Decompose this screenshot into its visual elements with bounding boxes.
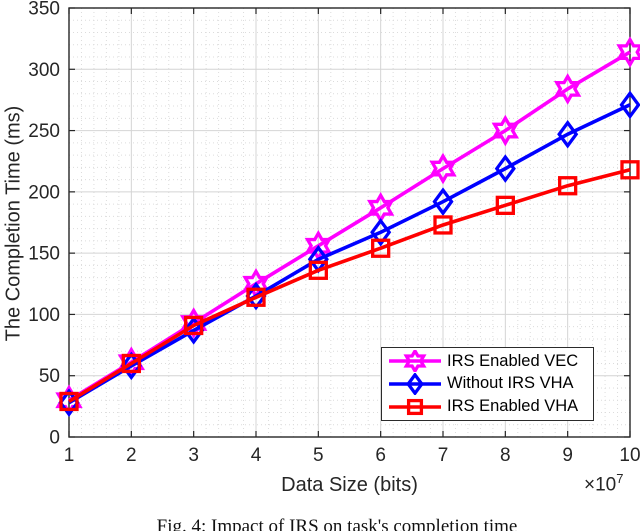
x-tick-label: 4 <box>251 445 262 466</box>
hexagram-marker <box>403 348 427 375</box>
x-tick-label: 1 <box>64 445 75 466</box>
square-marker <box>495 195 515 215</box>
x-tick-label: 7 <box>438 445 449 466</box>
hexagram-marker <box>179 307 208 339</box>
diamond-marker <box>494 154 516 183</box>
y-axis-label: The Completion Time (ms) <box>2 105 25 342</box>
x-tick-label: 9 <box>562 445 573 466</box>
diamond-marker <box>245 281 267 311</box>
series-line <box>68 103 631 405</box>
square-marker <box>308 260 328 280</box>
square-marker <box>433 215 453 235</box>
diamond-marker-icon <box>388 372 442 396</box>
square-marker-icon <box>388 396 442 418</box>
square-marker <box>558 176 578 196</box>
y-tick-label: 100 <box>28 305 60 326</box>
axes-frame <box>68 7 631 438</box>
y-tick-label: 250 <box>28 121 60 142</box>
diamond-marker <box>370 218 392 247</box>
figure-caption: Fig. 4: Impact of IRS on task's completi… <box>156 516 518 531</box>
y-tick-labels: 0 50 100 150 200 250 300 350 <box>28 0 60 449</box>
y-tick-label: 300 <box>28 60 60 81</box>
legend-label: Without IRS VHA <box>447 374 574 393</box>
legend-label: IRS Enabled VHA <box>447 397 579 416</box>
series-line <box>68 168 631 404</box>
y-tick-label: 150 <box>28 244 60 265</box>
diamond-marker <box>557 119 579 149</box>
hexagram-marker-icon <box>388 348 442 375</box>
square-marker <box>620 160 640 180</box>
y-tick-label: 200 <box>28 182 60 203</box>
x-tick-label: 8 <box>500 445 511 466</box>
x-tick-label: 10 <box>619 445 640 466</box>
x-tick-label: 6 <box>375 445 386 466</box>
diamond-marker <box>432 187 454 216</box>
legend-label: IRS Enabled VEC <box>447 351 579 370</box>
x-tick-label: 5 <box>313 445 324 466</box>
legend: IRS Enabled VEC Without IRS VHA IRS Enab… <box>381 347 594 421</box>
diamond-marker <box>619 90 640 120</box>
hexagram-marker <box>616 36 640 68</box>
y-tick-label: 0 <box>49 428 60 449</box>
hexagram-marker <box>553 73 582 105</box>
x-tick-labels: 1 2 3 4 5 6 7 8 9 10 <box>64 445 640 466</box>
x-axis-label: Data Size (bits) <box>281 474 418 496</box>
axis-ticks <box>68 7 631 438</box>
diamond-marker <box>406 372 424 396</box>
hexagram-marker <box>491 114 520 147</box>
exponent-base: ×10 <box>584 474 617 496</box>
legend-item-without-irs-vha: Without IRS VHA <box>388 372 593 396</box>
square-marker <box>59 391 79 412</box>
y-tick-label: 50 <box>39 366 60 387</box>
y-tick-label: 350 <box>28 0 60 20</box>
hexagram-marker <box>429 152 457 185</box>
x-tick-label: 2 <box>126 445 137 466</box>
exponent-power: 7 <box>616 471 624 486</box>
x-axis-exponent: ×107 <box>584 471 623 496</box>
square-marker <box>246 287 266 307</box>
square-marker <box>121 353 141 374</box>
series-irs-enabled-vha <box>59 160 640 412</box>
diamond-marker <box>183 316 205 345</box>
square-marker <box>371 238 391 258</box>
x-tick-label: 3 <box>188 445 199 466</box>
legend-item-irs-enabled-vec: IRS Enabled VEC <box>388 348 593 375</box>
legend-item-irs-enabled-vha: IRS Enabled VHA <box>388 396 593 418</box>
series-without-irs-vha <box>58 90 640 417</box>
square-marker <box>406 398 424 415</box>
square-marker <box>184 315 204 336</box>
